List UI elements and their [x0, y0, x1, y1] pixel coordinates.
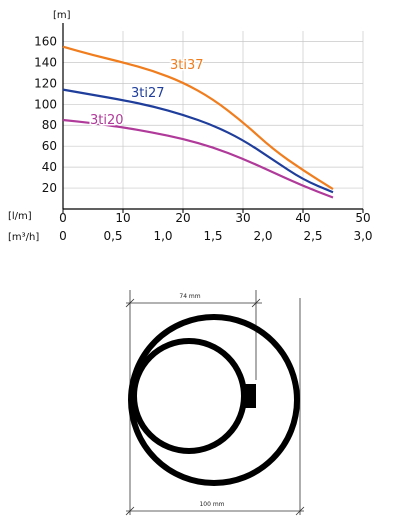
chart-axes	[62, 23, 364, 213]
x-tick-label-secondary: 1,0	[153, 229, 172, 243]
series-label-3ti27: 3ti27	[131, 86, 165, 101]
x-tick-label-primary: 0	[59, 211, 67, 225]
cable-guard	[244, 384, 256, 408]
y-tick-label: 140	[34, 55, 57, 69]
y-tick-label: 160	[34, 34, 57, 48]
y-tick-label: 80	[42, 118, 57, 132]
bottom-dimension-label: 100 mm	[199, 501, 224, 508]
x-axis-secondary-unit-label: [m³/h]	[8, 232, 39, 243]
x-tick-label-primary: 30	[235, 211, 250, 225]
pump-performance-chart: 20 40 60 80 100 120 140 160 0 10 20 30 40 50 0 0,5 1,0 1,…	[8, 10, 373, 243]
x-tick-label-secondary: 2,5	[303, 229, 322, 243]
y-tick-label: 20	[42, 181, 57, 195]
series-line-3ti37	[62, 45, 334, 191]
pump-body-circle	[131, 338, 247, 454]
series-label-3ti37: 3ti37	[170, 58, 204, 73]
chart-series: 3ti37 3ti27 3ti20	[62, 45, 334, 199]
series-line-3ti27	[62, 88, 334, 194]
y-tick-label: 60	[42, 139, 57, 153]
y-axis-unit-label: [m]	[53, 10, 71, 21]
x-tick-label-secondary: 1,5	[203, 229, 222, 243]
x-tick-label-secondary: 2,0	[253, 229, 272, 243]
x-tick-label-primary: 10	[115, 211, 130, 225]
top-dimension-label: 74 mm	[179, 293, 200, 300]
x-tick-label-secondary: 3,0	[353, 229, 372, 243]
chart-tick-labels: 20 40 60 80 100 120 140 160 0 10 20 30 40 50 0 0,5 1,0 1,…	[34, 34, 372, 243]
series-label-3ti20: 3ti20	[90, 113, 124, 128]
x-tick-label-secondary: 0,5	[103, 229, 122, 243]
bottom-dimension-tick-right	[295, 506, 305, 516]
pump-dimension-diagram: 74 mm 100 mm	[125, 290, 305, 516]
y-tick-label: 40	[42, 160, 57, 174]
x-tick-label-primary: 40	[295, 211, 310, 225]
outer-casing-circle	[128, 314, 300, 486]
y-tick-label: 120	[34, 76, 57, 90]
top-dimension-tick-right	[251, 298, 261, 308]
x-tick-label-secondary: 0	[59, 229, 67, 243]
top-dimension-tick-left	[125, 298, 135, 308]
series-line-3ti20	[62, 118, 334, 199]
x-tick-label-primary: 20	[175, 211, 190, 225]
y-tick-label: 100	[34, 97, 57, 111]
x-tick-label-primary: 50	[355, 211, 370, 225]
bottom-dimension-tick-left	[125, 506, 135, 516]
x-axis-primary-unit-label: [l/m]	[8, 211, 32, 222]
